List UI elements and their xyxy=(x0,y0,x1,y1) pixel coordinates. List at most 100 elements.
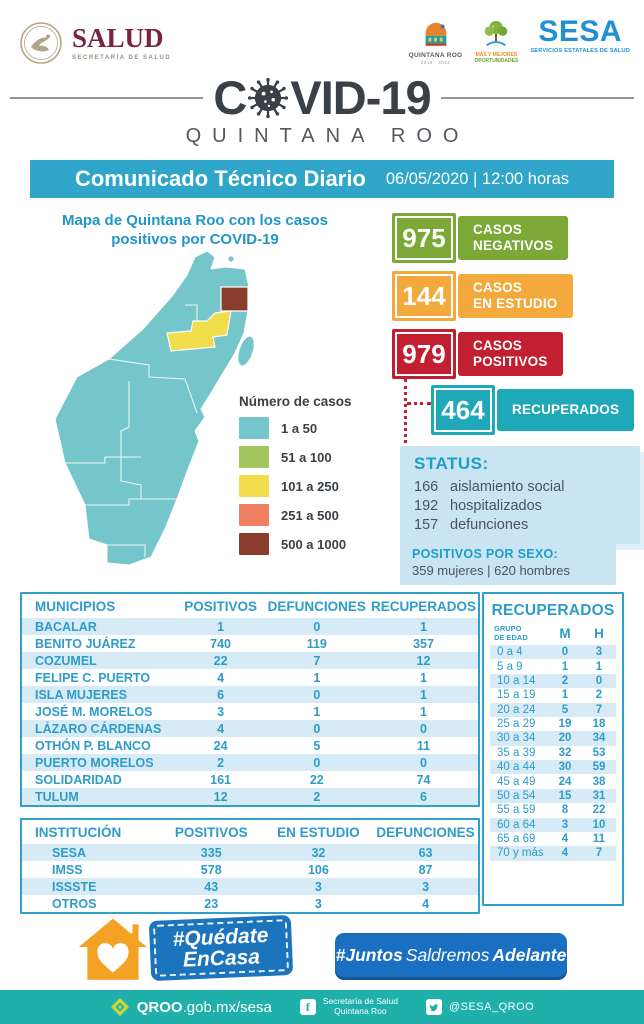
oportunidades-label-1: MÁS Y MEJORES xyxy=(475,52,518,58)
footer-website-link[interactable]: QROO.gob.mx/sesa xyxy=(110,997,272,1017)
table-row: PUERTO MORELOS 2 0 0 xyxy=(22,754,478,771)
legend-swatch xyxy=(239,504,269,526)
sesa-subtitle: SERVICIOS ESTATALES DE SALUD xyxy=(530,48,630,54)
table-cell: 2 xyxy=(561,674,569,687)
table-cell: COZUMEL xyxy=(35,653,97,668)
table-cell: 24 xyxy=(558,775,572,788)
table-cell: 0 xyxy=(420,755,427,770)
table-row: 30 a 34 20 34 xyxy=(490,731,616,746)
table-header-row: GRUPO DE EDAD M H xyxy=(490,623,616,645)
legend-label: 1 a 50 xyxy=(281,420,318,436)
column-header-institucion: INSTITUCIÓN xyxy=(35,825,122,840)
house-heart-icon xyxy=(75,916,151,982)
legend-label: 251 a 500 xyxy=(281,507,339,523)
table-cell: 24 xyxy=(213,738,228,753)
stat-value: 975 xyxy=(395,216,453,260)
table-row: 5 a 9 1 1 xyxy=(490,659,616,673)
table-cell: 7 xyxy=(313,653,321,668)
table-cell: 6 xyxy=(420,789,427,804)
quintana-roo-emblem-icon xyxy=(425,22,446,46)
column-header-positivos: POSITIVOS xyxy=(184,599,257,614)
table-row: 0 a 4 0 3 xyxy=(490,645,616,660)
stat-label: CASOS POSITIVOS xyxy=(458,332,563,376)
sesa-wordmark: SESA xyxy=(538,15,623,48)
table-row: SOLIDARIDAD 161 22 74 xyxy=(22,771,478,788)
legend-label: 51 a 100 xyxy=(281,449,332,465)
facebook-label-line1: Secretaría de Salud xyxy=(322,996,398,1007)
column-header-m: M xyxy=(559,625,571,641)
map-title-line2: positivos por COVID-19 xyxy=(111,230,279,248)
footer-twitter-link[interactable]: @SESA_QROO xyxy=(425,999,534,1015)
stat-label-line2: EN ESTUDIO xyxy=(473,296,558,311)
table-cell: PUERTO MORELOS xyxy=(35,755,154,770)
column-header-grupo-edad: GRUPO DE EDAD xyxy=(490,623,548,645)
table-cell: 1 xyxy=(420,687,427,702)
status-item: 157 defunciones xyxy=(414,516,626,535)
status-item: 192 hospitalizados xyxy=(414,497,626,516)
table-row: 65 a 69 4 11 xyxy=(490,832,616,846)
table-cell: 3 xyxy=(595,646,603,659)
legend-label: 101 a 250 xyxy=(281,478,339,494)
juntos-middle: Saldremos xyxy=(405,944,490,965)
table-cell: 1 xyxy=(217,619,225,634)
status-label: aislamiento social xyxy=(450,479,565,495)
table-cell: 38 xyxy=(592,775,606,788)
column-header-positivos: POSITIVOS xyxy=(174,825,248,840)
salud-logo: SALUD SECRETARÍA DE SALUD xyxy=(18,20,171,66)
table-cell: ISSSTE xyxy=(52,879,97,894)
table-cell: 3 xyxy=(314,896,322,911)
table-cell: 87 xyxy=(418,862,433,877)
table-row: ISLA MUJERES 6 0 1 xyxy=(22,686,478,703)
juntos-bold: Adelante xyxy=(492,944,567,965)
column-header-defunciones: DEFUNCIONES xyxy=(376,825,475,840)
table-cell: 12 xyxy=(416,653,431,668)
table-row: IMSS 578 106 87 xyxy=(22,861,478,878)
legend-label: 500 a 1000 xyxy=(281,536,347,552)
divider-line-left xyxy=(10,96,204,99)
salud-subtitle: SECRETARÍA DE SALUD xyxy=(72,55,172,61)
stat-casos-negativos: 975 CASOS NEGATIVOS xyxy=(392,213,569,263)
table-cell: 22 xyxy=(592,804,606,817)
quedate-en-casa-badge: #Quédate EnCasa xyxy=(72,912,294,988)
stat-label-line1: CASOS xyxy=(473,222,523,238)
table-cell: 3 xyxy=(561,818,569,831)
table-cell: 3 xyxy=(422,879,430,894)
table-cell: 0 xyxy=(420,721,427,736)
footer-facebook-link[interactable]: f Secretaría de Salud Quintana Roo xyxy=(299,996,398,1017)
table-row: OTHÓN P. BLANCO 24 5 11 xyxy=(22,737,478,754)
column-header-recuperados: RECUPERADOS xyxy=(370,599,476,614)
table-cell: 20 a 24 xyxy=(497,703,536,716)
table-cell: BACALAR xyxy=(35,619,97,634)
quintana-roo-logo-years: 2016 - 2022 xyxy=(420,60,451,65)
table-cell: 1 xyxy=(561,689,569,702)
table-cell: 357 xyxy=(413,636,434,651)
table-cell: 4 xyxy=(422,896,430,911)
quintana-roo-logo: QUINTANA ROO 2016 - 2022 xyxy=(409,18,463,65)
oportunidades-label-2: OPORTUNIDADES xyxy=(474,58,519,64)
grupo-line1: GRUPO xyxy=(494,624,522,633)
table-cell: 740 xyxy=(210,636,231,651)
table-cell: 3 xyxy=(314,879,322,894)
facebook-icon: f xyxy=(299,999,316,1015)
table-cell: 0 xyxy=(561,646,569,659)
facebook-label-line2: Quintana Roo xyxy=(334,1006,387,1016)
table-cell: 53 xyxy=(592,746,606,759)
table-row: 45 a 49 24 38 xyxy=(490,774,616,788)
table-cell: 1 xyxy=(313,670,321,685)
table-cell: 18 xyxy=(592,718,606,731)
table-cell: 65 a 69 xyxy=(497,833,536,846)
quedate-tag: #Quédate EnCasa xyxy=(148,914,294,982)
covid-title-rest: VID-19 xyxy=(290,71,431,124)
table-cell: OTROS xyxy=(52,896,97,911)
covid-title-c: C xyxy=(213,71,247,124)
legend-item: 251 a 500 xyxy=(239,504,352,526)
table-row: FELIPE C. PUERTO 4 1 1 xyxy=(22,669,478,686)
recuperados-edad-title: RECUPERADOS xyxy=(491,602,615,619)
table-row: 20 a 24 5 7 xyxy=(490,702,616,717)
footer-bar: QROO.gob.mx/sesa f Secretaría de Salud Q… xyxy=(0,990,644,1024)
stat-casos-en-estudio: 144 CASOS EN ESTUDIO xyxy=(392,271,573,321)
table-cell: 15 a 19 xyxy=(497,689,536,702)
table-cell: 15 xyxy=(558,789,572,802)
table-cell: 74 xyxy=(416,772,431,787)
